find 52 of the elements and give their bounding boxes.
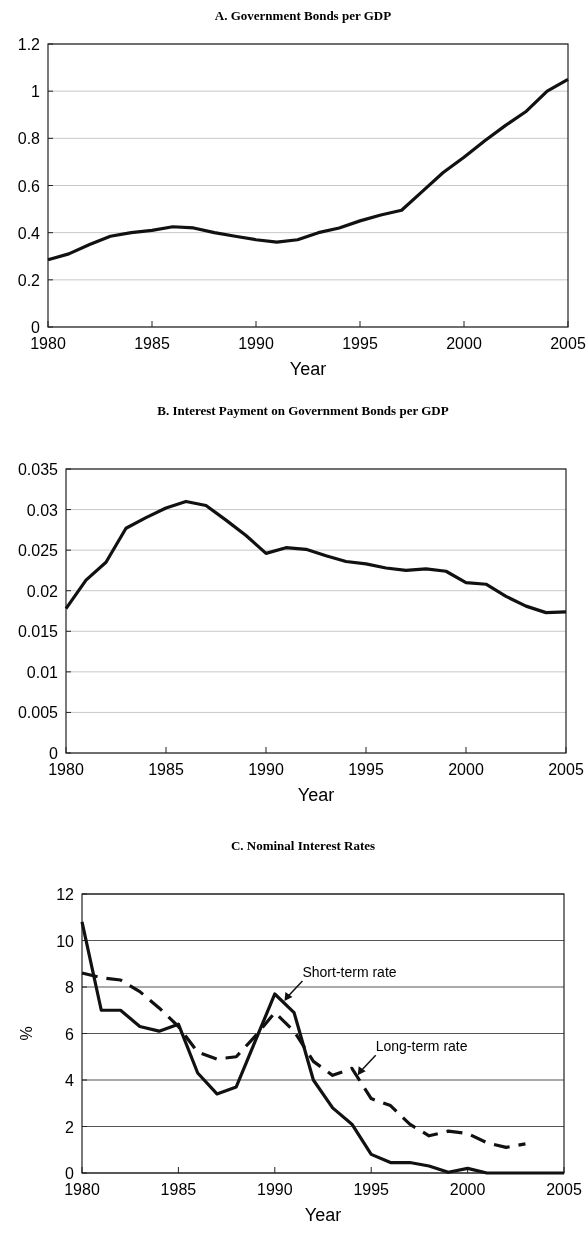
y-tick-label: 0.2 xyxy=(17,271,41,289)
y-tick-label: 0.01 xyxy=(26,663,59,681)
line-series xyxy=(64,499,568,615)
x-tick-label: 2000 xyxy=(448,761,484,778)
x-axis-title: Year xyxy=(304,1205,342,1225)
y-tick-label: 12 xyxy=(56,886,75,903)
x-axis-title: Year xyxy=(289,359,327,379)
y-tick-label: 0 xyxy=(65,1165,75,1182)
x-tick-label: 1995 xyxy=(348,761,384,778)
line-series xyxy=(46,77,570,262)
x-tick-label: 1990 xyxy=(238,335,274,352)
y-tick-label: 0.02 xyxy=(26,582,59,600)
annotation: Long-term rate xyxy=(375,1038,468,1055)
y-tick-label: 8 xyxy=(65,979,75,996)
x-tick-label: 1985 xyxy=(160,1181,197,1198)
y-tick-label: 0.025 xyxy=(17,542,59,560)
x-tick-label: 2000 xyxy=(449,1181,486,1198)
y-tick-label: 0.6 xyxy=(17,177,41,195)
x-tick-label: 2005 xyxy=(550,335,586,352)
y-tick-label: 4 xyxy=(65,1072,75,1089)
x-tick-label: 1995 xyxy=(342,335,378,352)
annotation: Short-term rate xyxy=(302,963,397,980)
x-tick-label: 1995 xyxy=(353,1181,390,1198)
y-tick-label: 10 xyxy=(56,932,75,950)
x-tick-label: 1985 xyxy=(134,335,170,352)
line-series xyxy=(80,920,566,1175)
y-tick-label: 0.005 xyxy=(17,704,59,722)
y-tick-label: 0 xyxy=(49,745,59,762)
y-tick-label: 2 xyxy=(65,1118,75,1136)
y-tick-label: 1 xyxy=(31,83,41,101)
x-axis-title: Year xyxy=(297,785,335,805)
x-tick-label: 1990 xyxy=(248,761,284,778)
x-tick-label: 2005 xyxy=(546,1181,582,1198)
x-tick-label: 1980 xyxy=(48,761,84,778)
y-tick-label: 0.015 xyxy=(17,623,59,641)
x-tick-label: 2005 xyxy=(548,761,584,778)
y-tick-label: 1.2 xyxy=(17,36,41,53)
y-tick-label: 6 xyxy=(65,1025,75,1043)
y-tick-label: 0 xyxy=(31,319,41,336)
y-tick-label: 0.8 xyxy=(17,130,41,148)
x-tick-label: 1980 xyxy=(64,1181,100,1198)
y-tick-label: 0.03 xyxy=(26,501,59,519)
x-tick-label: 2000 xyxy=(446,335,482,352)
chart-title: A. Government Bonds per GDP xyxy=(214,8,392,23)
x-tick-label: 1985 xyxy=(148,761,184,778)
x-tick-label: 1980 xyxy=(30,335,66,352)
y-axis-title: % xyxy=(18,1026,35,1041)
y-tick-label: 0.035 xyxy=(17,461,59,478)
chart-title: C. Nominal Interest Rates xyxy=(230,838,376,853)
y-tick-label: 0.4 xyxy=(17,224,41,242)
x-tick-label: 1990 xyxy=(257,1181,293,1198)
chart-title: B. Interest Payment on Government Bonds per GDP xyxy=(157,403,449,418)
